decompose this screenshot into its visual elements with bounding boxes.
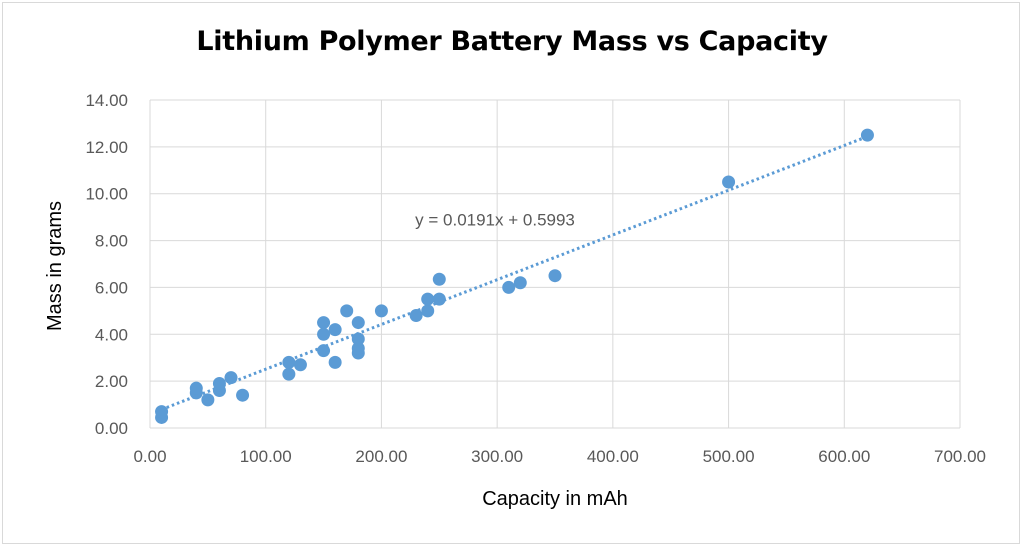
x-tick-label: 100.00 <box>240 447 292 466</box>
data-point <box>374 304 388 318</box>
x-axis-tick-labels: 0.00 100.00 200.00 300.00 400.00 500.00 600.00… <box>133 447 986 466</box>
trendline <box>161 135 868 411</box>
data-point <box>340 304 354 318</box>
y-tick-label: 0.00 <box>95 419 128 438</box>
data-point <box>351 332 365 346</box>
data-point <box>502 280 516 294</box>
data-points <box>155 128 874 424</box>
data-point <box>722 175 736 189</box>
data-point <box>224 371 238 385</box>
trendline-equation: y = 0.0191x + 0.5993 <box>415 210 575 229</box>
y-axis-title: Mass in grams <box>44 201 66 331</box>
y-tick-label: 8.00 <box>95 232 128 251</box>
y-tick-label: 14.00 <box>85 91 128 110</box>
y-tick-label: 6.00 <box>95 278 128 297</box>
data-point <box>432 272 446 286</box>
data-point <box>432 292 446 306</box>
data-point <box>328 355 342 369</box>
data-point <box>189 381 203 395</box>
chart-title: Lithium Polymer Battery Mass vs Capacity <box>196 26 828 57</box>
data-point <box>351 341 365 355</box>
x-tick-label: 700.00 <box>934 447 986 466</box>
x-axis-title: Capacity in mAh <box>482 488 628 510</box>
gridlines <box>149 99 961 429</box>
data-point <box>317 327 331 341</box>
data-point <box>155 405 169 419</box>
y-tick-label: 4.00 <box>95 325 128 344</box>
x-tick-label: 600.00 <box>818 447 870 466</box>
data-point <box>548 269 562 283</box>
x-tick-label: 200.00 <box>355 447 407 466</box>
data-point <box>212 376 226 390</box>
data-point <box>421 292 435 306</box>
data-point <box>328 323 342 337</box>
data-point <box>351 316 365 330</box>
data-point <box>317 344 331 358</box>
data-point <box>282 355 296 369</box>
data-point <box>421 304 435 318</box>
y-axis-tick-labels: 0.00 2.00 4.00 6.00 8.00 10.00 12.00 14.00 <box>85 91 128 438</box>
data-point <box>860 128 874 142</box>
data-point <box>201 393 215 407</box>
trendline-path <box>161 135 868 411</box>
data-point <box>282 367 296 381</box>
x-tick-label: 400.00 <box>587 447 639 466</box>
y-tick-label: 2.00 <box>95 372 128 391</box>
y-tick-label: 12.00 <box>85 138 128 157</box>
data-point <box>236 388 250 402</box>
x-tick-label: 500.00 <box>703 447 755 466</box>
data-point <box>409 309 423 323</box>
x-tick-label: 300.00 <box>471 447 523 466</box>
x-tick-label: 0.00 <box>133 447 166 466</box>
data-point <box>513 276 527 290</box>
data-point <box>317 316 331 330</box>
y-tick-label: 10.00 <box>85 185 128 204</box>
data-point <box>293 358 307 372</box>
